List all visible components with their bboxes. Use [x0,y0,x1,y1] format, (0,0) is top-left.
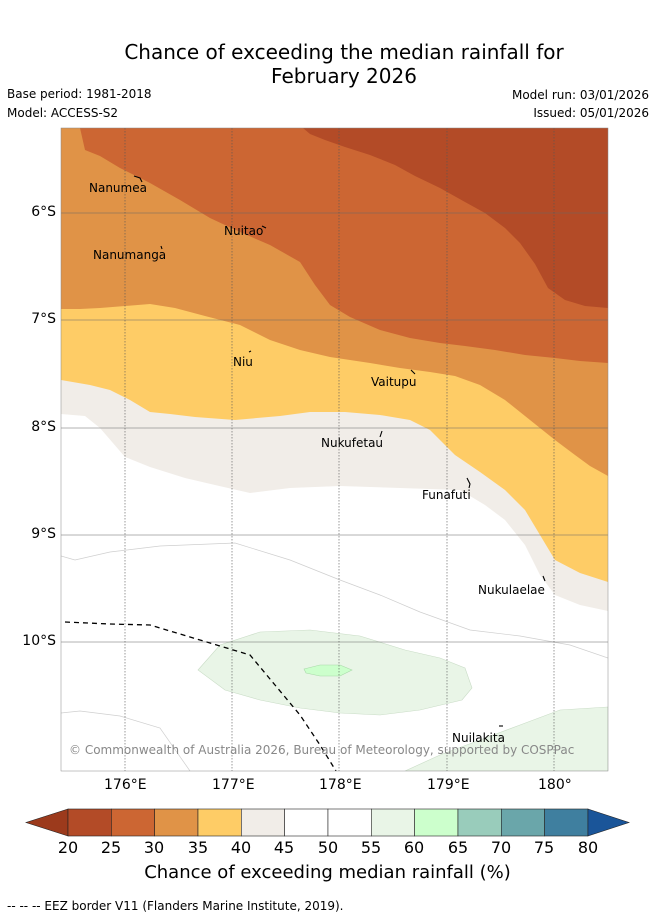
colorbar-label-50: 50 [317,838,339,857]
colorbar-segment [414,808,459,837]
colorbar-label-40: 40 [230,838,252,857]
island-nukulaelae [542,575,546,582]
colorbar-segment [241,808,285,837]
colorbar-segment [284,808,329,837]
island-nukufetau [379,430,383,438]
title-line-1: Chance of exceeding the median rainfall … [124,40,564,64]
colorbar [25,808,630,837]
band-55-60-southeast [404,706,608,771]
colorbar-segment [197,808,242,837]
lon-tick-177e: 177°E [212,777,255,793]
copyright-notice: © Commonwealth of Australia 2026, Bureau… [69,743,574,757]
place-nukulaelae: Nukulaelae [478,583,545,597]
colorbar-segment [327,808,372,837]
colorbar-arrow-high [587,808,630,837]
eez-legend: -- -- -- EEZ border V11 (Flanders Marine… [7,899,344,913]
island-nanumanga [160,245,163,250]
place-niu: Niu [233,355,253,369]
colorbar-title: Chance of exceeding median rainfall (%) [144,862,511,883]
model-run: Model run: 03/01/2026 [511,88,649,102]
colorbar-segment [111,808,155,837]
colorbar-segment [371,808,415,837]
band-60-65-patch [303,664,353,677]
colorbar-label-75: 75 [533,838,555,857]
lat-tick-8s: 8°S [31,419,56,435]
island-nanumea [133,175,143,183]
lon-tick-176e: 176°E [104,777,147,793]
colorbar-label-45: 45 [273,838,295,857]
colorbar-label-35: 35 [187,838,209,857]
colorbar-label-20: 20 [57,838,79,857]
gridlines [61,212,608,643]
base-period: Base period: 1981-2018 [7,87,152,101]
islands [133,175,546,727]
island-niu [248,350,252,353]
place-nanumanga: Nanumanga [93,248,166,262]
colorbar-segment [457,808,502,837]
island-nuitao [261,225,267,229]
place-nuilakita: Nuilakita [452,731,505,745]
place-nukufetau: Nukufetau [321,436,383,450]
meridians [124,128,555,771]
model-name: Model: ACCESS-S2 [7,106,119,120]
map-title: Chance of exceeding the median rainfall … [0,40,655,88]
colorbar-segment [154,808,199,837]
colorbar-label-55: 55 [360,838,382,857]
title-line-2: February 2026 [271,64,417,88]
band-20-25 [303,128,608,308]
colorbar-segment [67,808,112,837]
colorbar-label-70: 70 [490,838,512,857]
colorbar-label-30: 30 [143,838,165,857]
place-nuitao: Nuitao [224,224,263,238]
colorbar-label-80: 80 [577,838,599,857]
colorbar-arrow-low [25,808,69,837]
map-frame [60,127,609,772]
place-vaitupu: Vaitupu [371,375,417,389]
eez-border [64,621,337,771]
lon-tick-180: 180° [538,777,572,793]
contour-line-1 [61,542,608,659]
place-nanumea: Nanumea [89,181,147,195]
colorbar-label-25: 25 [100,838,122,857]
island-funafuti [466,477,471,489]
lat-tick-10s: 10°S [22,633,56,649]
lon-tick-179e: 179°E [427,777,470,793]
island-vaitupu [410,369,416,375]
lat-tick-6s: 6°S [31,204,56,220]
colorbar-segment [544,808,589,837]
colorbar-label-65: 65 [447,838,469,857]
colorbar-segment [500,808,545,837]
contour-line-2 [61,710,191,771]
lon-tick-178e: 178°E [319,777,362,793]
lat-tick-9s: 9°S [31,526,56,542]
lat-tick-7s: 7°S [31,311,56,327]
place-funafuti: Funafuti [422,488,471,502]
issued-date: Issued: 05/01/2026 [533,106,649,120]
colorbar-label-60: 60 [403,838,425,857]
